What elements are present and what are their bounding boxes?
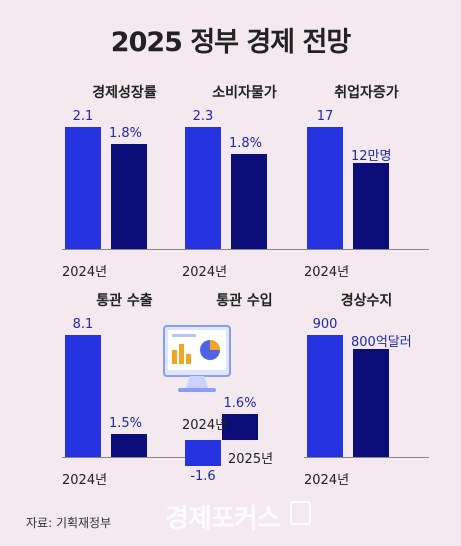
watermark-logo: 경제포커스 — [165, 504, 281, 534]
value-label-2024: 900 — [312, 317, 338, 332]
panel-title: 소비자물가 — [212, 85, 277, 101]
value-label-2025: 12만명 — [351, 148, 392, 164]
bar-2024 — [65, 127, 101, 249]
panel-title: 통관 수입 — [216, 293, 273, 309]
source-note: 자료: 기획재정부 — [26, 516, 112, 530]
year-label-2025: 2025년 — [228, 452, 274, 467]
baseline — [182, 249, 307, 250]
watermark-badge-icon — [290, 501, 311, 525]
bar-2025 — [111, 434, 147, 457]
panel-title: 경제성장률 — [92, 85, 157, 101]
panel-imports: 통관 수입 -1.6 1.6% 2024년 2025년 — [163, 290, 307, 490]
baseline — [62, 457, 187, 458]
bar-2024 — [307, 127, 343, 249]
bar-2025 — [353, 162, 389, 249]
bar-2025 — [231, 153, 267, 249]
year-label-2024: 2024년 — [182, 418, 228, 433]
value-label-2024: 2.1 — [72, 109, 94, 124]
bar-2025 — [353, 348, 389, 457]
year-label: 2024년 — [182, 265, 228, 280]
value-label-2025: 1.5% — [109, 416, 143, 432]
baseline — [304, 457, 429, 458]
year-label: 2024년 — [62, 473, 108, 488]
bar-2025 — [222, 414, 258, 440]
bar-2024 — [307, 335, 343, 457]
year-label: 2024년 — [304, 473, 350, 488]
year-label: 2024년 — [62, 265, 108, 280]
value-label-2024: 2.3 — [192, 109, 214, 124]
bar-2024 — [185, 440, 221, 466]
value-label-2024: -1.6 — [190, 468, 216, 484]
panel-title: 취업자증가 — [334, 85, 399, 101]
value-label-2025: 1.8% — [229, 135, 263, 151]
bar-2024 — [185, 127, 221, 249]
value-label-2024: 17 — [316, 109, 334, 124]
monitor-chart-icon — [163, 325, 231, 392]
panel-consumer-prices: 소비자물가 2.3 1.8% 2024년 — [182, 82, 307, 282]
value-label-2025: 800억달러 — [351, 334, 412, 350]
bar-2025 — [111, 144, 147, 249]
value-label-2024: 8.1 — [72, 317, 94, 332]
panel-employment-growth: 취업자증가 17 12만명 2024년 — [304, 82, 429, 282]
page-title: 2025 정부 경제 전망 — [110, 27, 351, 58]
bar-2024 — [65, 335, 101, 457]
baseline — [62, 249, 187, 250]
year-label: 2024년 — [304, 265, 350, 280]
value-label-2025: 1.6% — [223, 396, 257, 412]
panel-title: 경상수지 — [340, 293, 393, 309]
value-label-2025: 1.8% — [109, 126, 143, 142]
panel-exports: 통관 수출 8.1 1.5% 2024년 — [62, 290, 187, 490]
panel-title: 통관 수출 — [96, 293, 153, 309]
baseline — [304, 249, 429, 250]
panel-gdp-growth: 경제성장률 2.1 1.8% 2024년 — [62, 82, 187, 282]
panel-current-account: 경상수지 900 800억달러 2024년 — [304, 290, 429, 490]
